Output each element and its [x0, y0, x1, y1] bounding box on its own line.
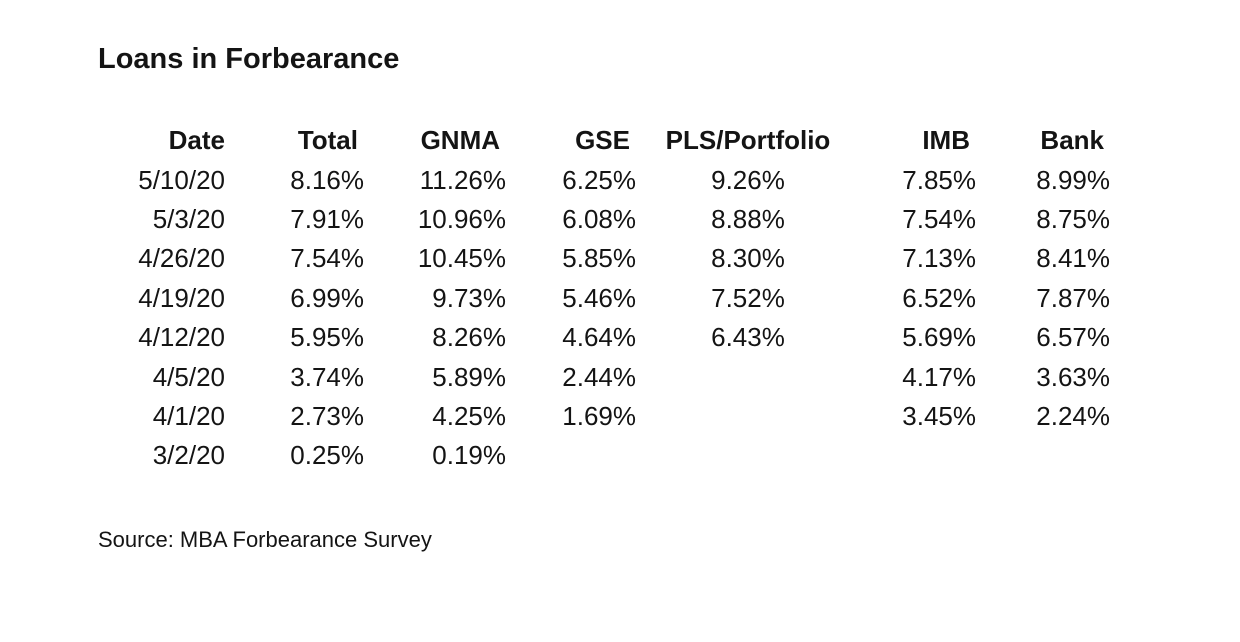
date-cell: 4/5/20	[152, 361, 225, 392]
page-title: Loans in Forbearance	[98, 43, 400, 75]
value-cell: 8.75%	[1036, 203, 1110, 234]
date-cell: 3/2/20	[152, 440, 225, 471]
table-row: 4/12/20 5.95% 8.26% 4.64% 6.43% 5.69% 6.57%	[98, 318, 1110, 357]
value-cell: 8.30%	[711, 243, 785, 274]
table-body: 5/10/20 8.16% 11.26% 6.25% 9.26% 7.85% 8.99% 5/…	[98, 160, 1110, 475]
table-row: 4/5/20 3.74% 5.89% 2.44% 4.17% 3.63%	[98, 357, 1110, 396]
value-cell: 6.57%	[1036, 322, 1110, 353]
date-cell: 5/3/20	[152, 203, 225, 234]
value-cell: 3.63%	[1036, 361, 1110, 392]
value-cell: 11.26%	[419, 164, 506, 195]
date-cell: 4/12/20	[138, 322, 225, 353]
value-cell	[976, 436, 1110, 475]
table-row: 5/3/20 7.91% 10.96% 6.08% 8.88% 7.54% 8.75%	[98, 200, 1110, 239]
value-cell: 5.89%	[432, 361, 506, 392]
value-cell: 2.73%	[290, 400, 364, 431]
value-cell: 0.25%	[290, 440, 364, 471]
date-cell: 5/10/20	[138, 164, 225, 195]
value-cell: 3.45%	[902, 400, 976, 431]
value-cell: 8.99%	[1036, 164, 1110, 195]
value-cell: 10.45%	[417, 243, 506, 274]
date-cell: 4/26/20	[138, 243, 225, 274]
value-cell: 10.96%	[417, 203, 506, 234]
value-cell: 4.25%	[432, 400, 506, 431]
column-header-imb: IMB	[922, 125, 970, 156]
value-cell: 9.26%	[711, 164, 785, 195]
table-header: Date Total GNMA GSE PLS/Portfolio IMB Bank	[98, 121, 1110, 160]
value-cell: 6.52%	[902, 282, 976, 313]
column-header-gse: GSE	[575, 125, 630, 156]
column-header-total: Total	[297, 125, 358, 156]
value-cell: 7.54%	[902, 203, 976, 234]
value-cell: 6.99%	[290, 282, 364, 313]
value-cell	[506, 436, 636, 475]
table-row: 5/10/20 8.16% 11.26% 6.25% 9.26% 7.85% 8.99%	[98, 160, 1110, 199]
column-header-gnma: GNMA	[420, 125, 500, 156]
value-cell: 5.46%	[562, 282, 636, 313]
column-header-bank: Bank	[1040, 125, 1104, 156]
date-cell: 4/1/20	[152, 400, 225, 431]
value-cell: 2.44%	[562, 361, 636, 392]
source-note: Source: MBA Forbearance Survey	[98, 527, 432, 552]
value-cell	[636, 357, 860, 396]
value-cell: 7.85%	[902, 164, 976, 195]
value-cell	[636, 397, 860, 436]
table-row: 4/1/20 2.73% 4.25% 1.69% 3.45% 2.24%	[98, 397, 1110, 436]
table-row: 4/19/20 6.99% 9.73% 5.46% 7.52% 6.52% 7.87%	[98, 279, 1110, 318]
value-cell: 4.64%	[562, 322, 636, 353]
value-cell: 5.95%	[290, 322, 364, 353]
value-cell: 5.85%	[562, 243, 636, 274]
value-cell: 7.54%	[290, 243, 364, 274]
value-cell: 2.24%	[1036, 400, 1110, 431]
value-cell: 9.73%	[432, 282, 506, 313]
value-cell: 7.91%	[290, 203, 364, 234]
value-cell: 6.43%	[711, 322, 785, 353]
value-cell: 4.17%	[902, 361, 976, 392]
value-cell: 6.25%	[562, 164, 636, 195]
value-cell: 7.13%	[902, 243, 976, 274]
value-cell: 7.52%	[711, 282, 785, 313]
date-cell: 4/19/20	[138, 282, 225, 313]
value-cell: 7.87%	[1036, 282, 1110, 313]
column-header-pls-portfolio: PLS/Portfolio	[665, 125, 831, 156]
value-cell: 8.26%	[432, 322, 506, 353]
value-cell	[860, 436, 976, 475]
table-row: 3/2/20 0.25% 0.19%	[98, 436, 1110, 475]
value-cell: 5.69%	[902, 322, 976, 353]
header-row: Date Total GNMA GSE PLS/Portfolio IMB Bank	[98, 121, 1110, 160]
value-cell: 6.08%	[562, 203, 636, 234]
value-cell	[636, 436, 860, 475]
column-header-date: Date	[168, 125, 225, 156]
table-row: 4/26/20 7.54% 10.45% 5.85% 8.30% 7.13% 8.41%	[98, 239, 1110, 278]
value-cell: 8.88%	[711, 203, 785, 234]
value-cell: 8.16%	[290, 164, 364, 195]
forbearance-table: Date Total GNMA GSE PLS/Portfolio IMB Bank 5/1…	[98, 121, 1110, 476]
value-cell: 1.69%	[562, 400, 636, 431]
value-cell: 3.74%	[290, 361, 364, 392]
value-cell: 0.19%	[432, 440, 506, 471]
value-cell: 8.41%	[1036, 243, 1110, 274]
